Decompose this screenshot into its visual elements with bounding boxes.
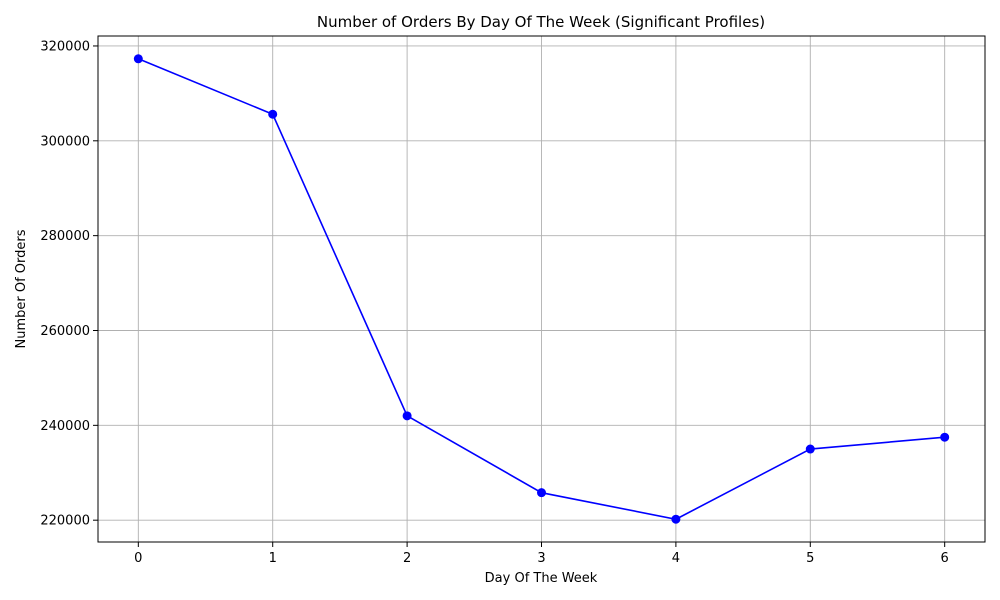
y-tick-label: 220000: [40, 514, 90, 529]
y-tick-label: 240000: [40, 419, 90, 434]
x-tick-label: 1: [269, 551, 277, 566]
x-tick-label: 5: [806, 551, 814, 566]
data-point: [805, 444, 815, 454]
x-tick-label: 3: [537, 551, 545, 566]
y-tick-label: 320000: [40, 39, 90, 54]
data-point: [133, 54, 143, 64]
data-point: [940, 432, 950, 442]
y-tick-label: 260000: [40, 324, 90, 339]
y-tick-label: 300000: [40, 134, 90, 149]
x-tick-label: 4: [672, 551, 680, 566]
x-axis-ticks: 0 1 2 3 4 5 6: [134, 542, 949, 566]
x-axis-label: Day Of The Week: [485, 571, 598, 586]
x-tick-label: 6: [941, 551, 949, 566]
series-layer: [133, 54, 950, 524]
x-tick-label: 2: [403, 551, 411, 566]
data-point: [268, 109, 278, 119]
y-axis-label: Number Of Orders: [14, 229, 29, 348]
data-point: [671, 514, 681, 524]
data-point: [537, 488, 546, 498]
y-tick-label: 280000: [40, 229, 90, 244]
chart-title: Number of Orders By Day Of The Week (Sig…: [317, 13, 765, 31]
grid-lines: [98, 36, 985, 542]
data-point: [402, 411, 412, 421]
y-axis-ticks: 220000 240000 260000 280000 300000 320000: [40, 39, 98, 529]
x-tick-label: 0: [134, 551, 142, 566]
